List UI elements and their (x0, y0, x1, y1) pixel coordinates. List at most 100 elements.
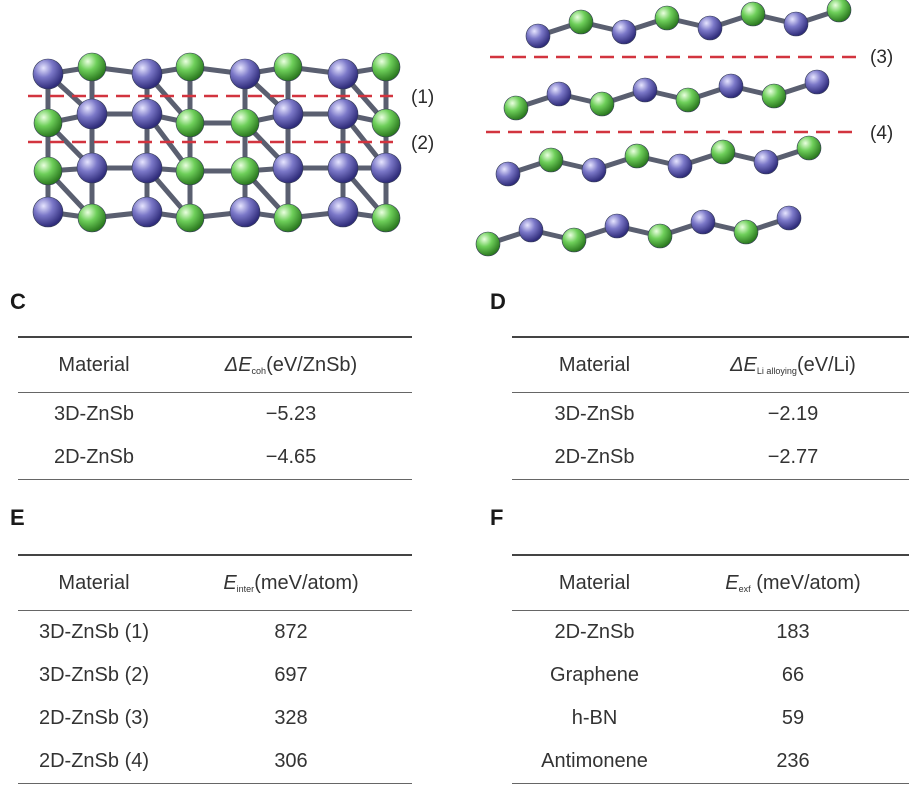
material-cell: Graphene (550, 664, 639, 686)
antimony-atom (675, 87, 701, 113)
table-row: 3D-ZnSb −5.23 (18, 393, 412, 437)
material-cell: 2D-ZnSb (4) (18, 740, 170, 784)
cleavage-label-2: (2) (411, 133, 434, 154)
table-row: 3D-ZnSb (2) 697 (18, 654, 412, 697)
value-cell: −2.77 (677, 436, 909, 480)
antimony-atom (503, 95, 529, 121)
table-row: 3D-ZnSb (1) 872 (18, 611, 412, 655)
zinc-atom (131, 196, 163, 228)
zinc-atom (327, 196, 359, 228)
value-cell: −4.65 (170, 436, 412, 480)
value-cell: 236 (677, 740, 909, 784)
antimony-atom (568, 9, 594, 35)
antimony-atom (33, 108, 63, 138)
energy-symbol: ΔE (224, 353, 252, 376)
zinc-atom (697, 15, 723, 41)
material-cell: 2D-ZnSb (512, 436, 677, 480)
zinc-atom (272, 98, 304, 130)
value-cell: −2.19 (767, 403, 819, 425)
zinc-atom (518, 217, 544, 243)
antimony-atom (654, 5, 680, 31)
table-row: 2D-ZnSb −4.65 (18, 436, 412, 480)
column-header-energy: Einter(meV/atom) (170, 555, 412, 611)
table-row: h-BN 59 (512, 697, 909, 740)
table-row: Graphene 66 (512, 654, 909, 697)
value-cell: 59 (781, 707, 805, 729)
material-cell: 2D-ZnSb (3) (38, 707, 150, 729)
antimony-atom (230, 156, 260, 186)
table-row: 3D-ZnSb −2.19 (512, 393, 909, 437)
antimony-atom (77, 203, 107, 233)
zinc-atom (272, 152, 304, 184)
material-cell: 2D-ZnSb (18, 436, 170, 480)
energy-unit: (eV/ZnSb) (266, 353, 358, 376)
zinc-atom (783, 11, 809, 37)
value-cell: 328 (274, 707, 308, 729)
zinc-atom (611, 19, 637, 45)
zinc-atom (804, 69, 830, 95)
zinc-atom (753, 149, 779, 175)
zinc-atom (229, 58, 261, 90)
material-cell: 3D-ZnSb (1) (38, 621, 150, 643)
table-row: 2D-ZnSb (3) 328 (18, 697, 412, 740)
antimony-atom (740, 1, 766, 27)
table-row: 2D-ZnSb −2.77 (512, 436, 909, 480)
table-row: 2D-ZnSb (4) 306 (18, 740, 412, 784)
energy-symbol: E (223, 571, 237, 594)
antimony-atom (175, 52, 205, 82)
antimony-atom (371, 52, 401, 82)
energy-subscript: inter (236, 583, 255, 594)
energy-unit: (meV/atom) (254, 571, 359, 594)
value-cell: 697 (274, 664, 308, 686)
zinc-atom (327, 98, 359, 130)
column-header-energy: Eexf (meV/atom) (677, 555, 909, 611)
bulk-zinc-antimonide-structure: (1) (2) (28, 52, 434, 233)
value-cell: 872 (274, 621, 308, 643)
column-header-energy: ΔELi alloying(eV/Li) (677, 337, 909, 393)
exfoliation-energy-table: Material Eexf (meV/atom) 2D-ZnSb 183 Grap… (512, 554, 909, 784)
zinc-atom (32, 58, 64, 90)
zinc-atom (495, 161, 521, 187)
energy-symbol: ΔE (730, 353, 757, 376)
material-cell: 3D-ZnSb (53, 403, 135, 425)
material-cell: 2D-ZnSb (554, 621, 635, 643)
zinc-atom (131, 58, 163, 90)
column-header-material: Material (558, 571, 631, 594)
material-cell: h-BN (571, 707, 618, 729)
antimony-atom (624, 143, 650, 169)
energy-subscript: Li alloying (756, 365, 797, 376)
zinc-atom (370, 152, 402, 184)
antimony-atom (761, 83, 787, 109)
column-header-material: Material (58, 571, 130, 594)
zinc-atom (690, 209, 716, 235)
layered-2d-zinc-antimonide-structure: (3) (4) (475, 0, 893, 257)
antimony-atom (538, 147, 564, 173)
antimony-atom (273, 52, 303, 82)
column-header-material: Material (58, 353, 130, 376)
interlayer-energy-table: Material Einter(meV/atom) 3D-ZnSb (1) 872… (18, 554, 412, 784)
antimony-atom (475, 231, 501, 257)
panel-letter-f: F (490, 505, 504, 530)
antimony-atom (371, 203, 401, 233)
zinc-atom (525, 23, 551, 49)
panel-letter-d: D (490, 289, 506, 314)
table-row: Antimonene 236 (512, 740, 909, 784)
zinc-atom (229, 196, 261, 228)
energy-unit: (eV/Li) (796, 353, 856, 376)
value-cell: 183 (776, 621, 810, 643)
zinc-atom (632, 77, 658, 103)
zinc-atom (76, 98, 108, 130)
cleavage-label-4: (4) (870, 123, 893, 144)
material-cell: Antimonene (512, 740, 677, 784)
energy-symbol: E (725, 571, 739, 594)
zinc-atom (581, 157, 607, 183)
energy-subscript: exf (738, 583, 751, 594)
zinc-atom (667, 153, 693, 179)
column-header-material: Material (558, 353, 631, 376)
antimony-atom (796, 135, 822, 161)
value-cell: −5.23 (265, 403, 317, 425)
antimony-atom (273, 203, 303, 233)
zinc-atom (131, 98, 163, 130)
zinc-atom (604, 213, 630, 239)
antimony-atom (175, 203, 205, 233)
